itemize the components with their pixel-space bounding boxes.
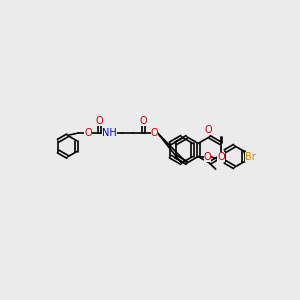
Text: O: O: [85, 128, 92, 138]
Text: O: O: [151, 128, 158, 138]
Text: Br: Br: [245, 152, 256, 162]
Text: O: O: [204, 152, 211, 161]
Text: NH: NH: [103, 128, 117, 138]
Text: O: O: [204, 125, 212, 135]
Text: O: O: [95, 116, 103, 127]
Text: O: O: [217, 152, 225, 161]
Text: O: O: [140, 116, 148, 127]
